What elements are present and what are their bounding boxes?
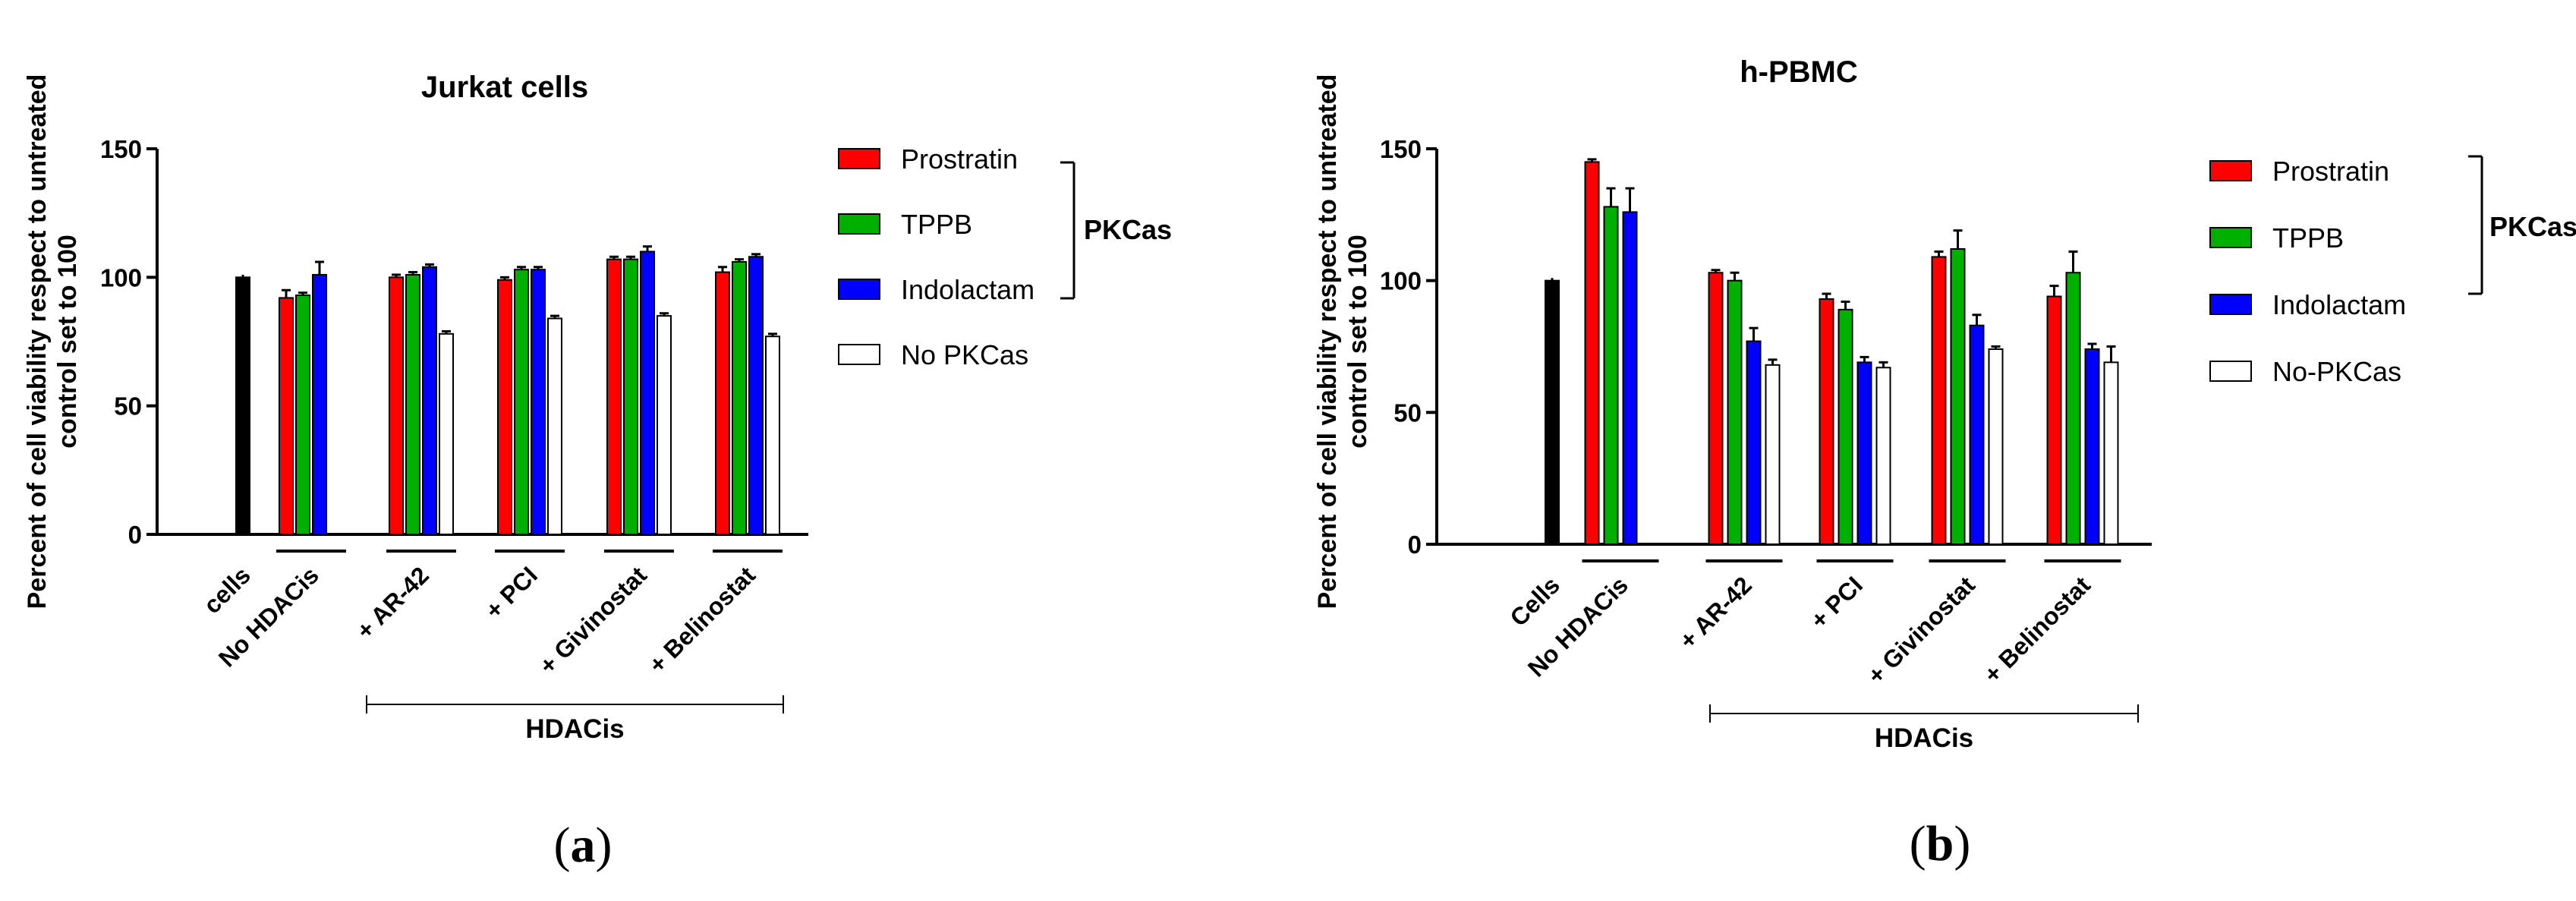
bar-indolactam bbox=[422, 266, 437, 535]
legend-label: Prostratin bbox=[901, 143, 1018, 175]
bar-prostratin bbox=[279, 297, 294, 535]
chart-title: h-PBMC bbox=[1740, 55, 1858, 89]
panel-label-letter: b bbox=[1926, 816, 1954, 871]
bar-prostratin bbox=[1819, 298, 1834, 545]
legend-swatch bbox=[838, 344, 880, 365]
bar-indolactam bbox=[748, 256, 764, 535]
bar-no-pkcas bbox=[1765, 364, 1781, 545]
panel-label: (a) bbox=[554, 818, 613, 873]
legend-swatch bbox=[838, 279, 880, 300]
bar-prostratin bbox=[715, 271, 730, 535]
bar-tppb bbox=[2065, 272, 2081, 545]
x-category-label: cells bbox=[198, 561, 256, 619]
bar-prostratin bbox=[2046, 295, 2062, 545]
legend-label: Prostratin bbox=[2272, 156, 2389, 187]
bar-prostratin bbox=[389, 276, 404, 535]
bar-tppb bbox=[1727, 279, 1743, 545]
group-label: HDACis bbox=[1875, 723, 1973, 753]
bar-no-pkcas bbox=[1875, 367, 1891, 545]
bar-indolactam bbox=[531, 269, 546, 535]
bar-tppb bbox=[1950, 247, 1966, 545]
bar-control bbox=[1545, 279, 1560, 545]
legend-label: No-PKCas bbox=[2272, 356, 2401, 387]
x-category-label: + Belinostat bbox=[644, 561, 761, 679]
panel-b: h-PBMC Percent of cell viability respect … bbox=[1313, 55, 2576, 871]
legend-swatch bbox=[2209, 294, 2252, 315]
x-category-label: + AR-42 bbox=[1674, 571, 1757, 654]
panel-label-paren: ( bbox=[1910, 816, 1926, 871]
bar-indolactam bbox=[1746, 340, 1762, 545]
bar-prostratin bbox=[606, 258, 622, 535]
bar-tppb bbox=[405, 273, 420, 535]
bar-prostratin bbox=[1708, 272, 1724, 545]
bar-indolactam bbox=[2084, 348, 2100, 545]
legend-label: TPPB bbox=[901, 209, 972, 240]
legend-bracket-label: PKCas bbox=[1084, 214, 1172, 245]
bar-indolactam bbox=[640, 250, 655, 535]
bar-no-pkcas bbox=[1988, 348, 2004, 545]
bar-tppb bbox=[295, 295, 310, 535]
bar-indolactam bbox=[1969, 324, 1985, 545]
x-category-label: + PCI bbox=[480, 561, 543, 624]
bar-prostratin bbox=[1931, 256, 1947, 545]
panel-label-paren: ) bbox=[596, 818, 613, 873]
bar-tppb bbox=[623, 258, 638, 535]
y-tick-label: 50 bbox=[1393, 399, 1422, 427]
y-tick-label: 0 bbox=[128, 521, 142, 549]
y-tick-label: 150 bbox=[100, 135, 142, 163]
y-axis-label-line: control set to 100 bbox=[53, 235, 82, 449]
bar-prostratin bbox=[497, 279, 512, 535]
panel-label: (b) bbox=[1910, 816, 1971, 871]
panel-a: Jurkat cells Percent of cell viability re… bbox=[23, 71, 1172, 873]
legend-label: Indolactam bbox=[2272, 289, 2406, 320]
x-category-label: + PCI bbox=[1805, 571, 1868, 634]
y-tick-label: 0 bbox=[1408, 531, 1422, 559]
bar-tppb bbox=[1838, 308, 1853, 545]
legend-bracket-label: PKCas bbox=[2489, 211, 2576, 242]
x-category-label: Cells bbox=[1504, 571, 1565, 632]
y-axis-label-line: Percent of cell viability respect to unt… bbox=[23, 74, 52, 610]
group-label: HDACis bbox=[525, 714, 624, 744]
x-category-label: + Givinostat bbox=[534, 561, 652, 679]
bar-no-pkcas bbox=[547, 317, 562, 535]
bar-indolactam bbox=[1622, 211, 1638, 545]
legend-swatch bbox=[2209, 227, 2252, 248]
y-tick-label: 50 bbox=[114, 392, 142, 421]
y-axis-label-line: Percent of cell viability respect to unt… bbox=[1313, 74, 1342, 610]
panel-label-paren: ( bbox=[554, 818, 571, 873]
bar-no-pkcas bbox=[439, 332, 454, 535]
legend-swatch bbox=[2209, 160, 2252, 181]
x-category-label: + Belinostat bbox=[1979, 571, 2096, 688]
legend-swatch bbox=[838, 213, 880, 235]
bar-tppb bbox=[732, 261, 747, 535]
y-axis-label-line: control set to 100 bbox=[1343, 235, 1372, 449]
panel-label-paren: ) bbox=[1954, 816, 1970, 871]
legend-swatch bbox=[838, 148, 880, 169]
bar-no-pkcas bbox=[657, 315, 672, 535]
chart-title: Jurkat cells bbox=[421, 71, 588, 104]
y-tick-label: 150 bbox=[1380, 135, 1422, 163]
bar-no-pkcas bbox=[765, 336, 780, 535]
x-category-label: + Givinostat bbox=[1862, 571, 1980, 689]
y-axis-label: Percent of cell viability respect to unt… bbox=[23, 74, 82, 610]
bar-tppb bbox=[514, 269, 529, 535]
legend-label: Indolactam bbox=[901, 274, 1034, 305]
y-tick-label: 100 bbox=[1380, 267, 1422, 295]
legend-label: TPPB bbox=[2272, 222, 2344, 254]
bar-prostratin bbox=[1584, 161, 1600, 545]
bar-no-pkcas bbox=[2103, 361, 2119, 545]
x-category-label: + AR-42 bbox=[351, 561, 434, 644]
panel-label-letter: a bbox=[571, 818, 596, 873]
bar-indolactam bbox=[312, 273, 327, 535]
y-tick-label: 100 bbox=[100, 263, 142, 291]
bar-control bbox=[235, 276, 250, 535]
bar-tppb bbox=[1603, 206, 1619, 545]
y-axis-label: Percent of cell viability respect to unt… bbox=[1313, 74, 1372, 610]
bar-indolactam bbox=[1856, 361, 1872, 545]
legend-label: No PKCas bbox=[901, 339, 1028, 370]
legend-swatch bbox=[2209, 361, 2252, 382]
